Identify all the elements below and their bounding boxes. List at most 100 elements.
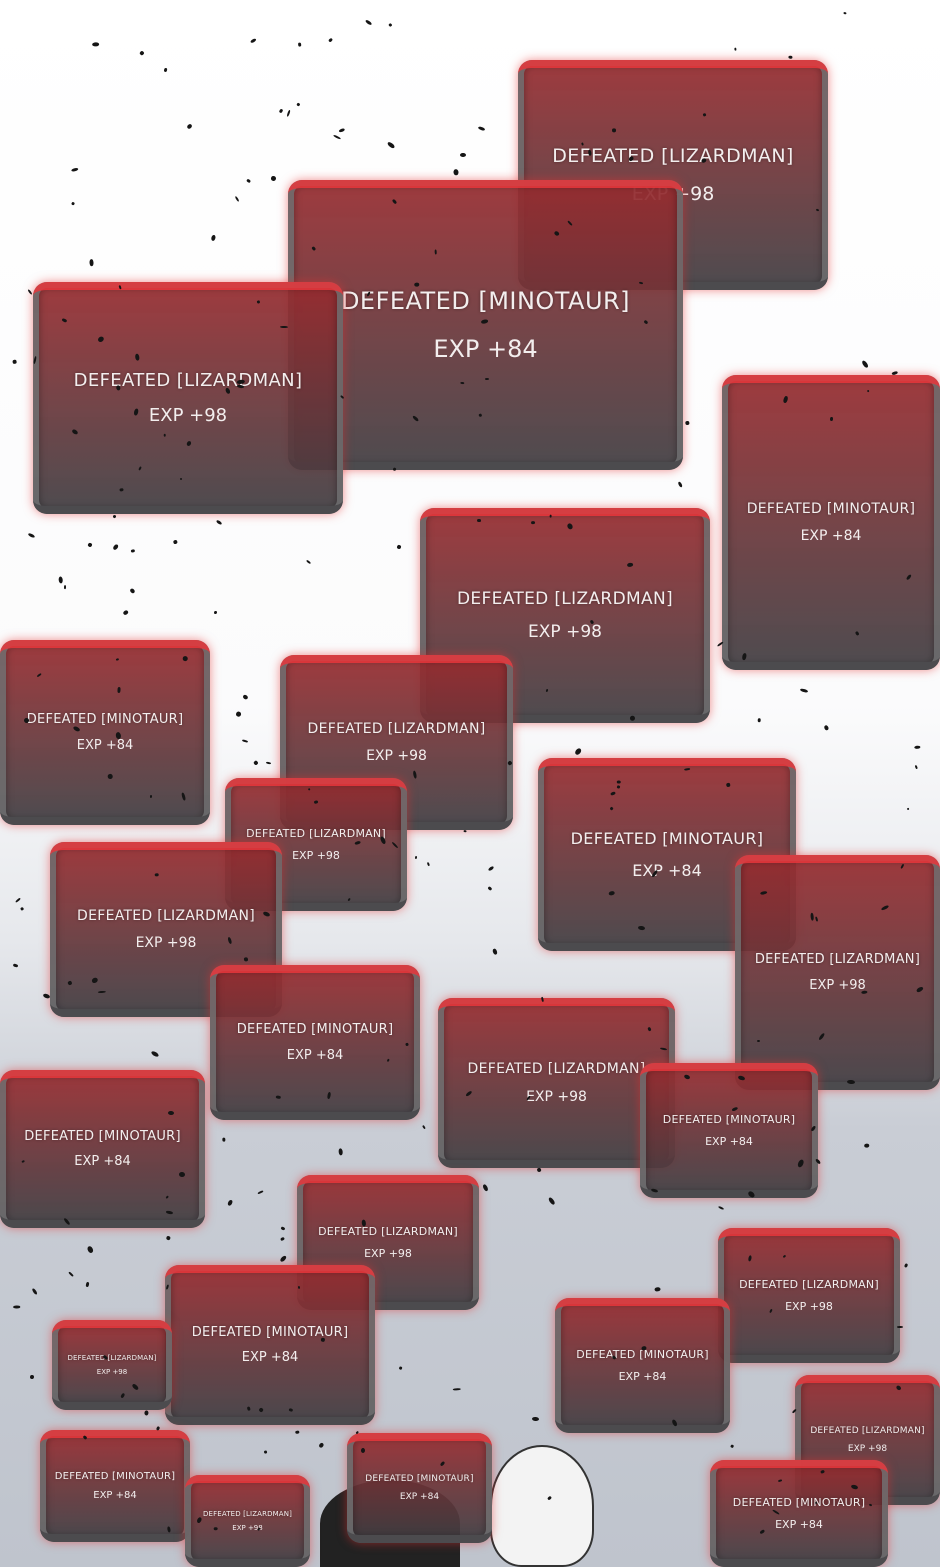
debris-speck — [222, 1137, 226, 1142]
debris-speck — [464, 830, 468, 833]
notification-title: DEFEATED [LIZARDMAN] — [73, 369, 303, 391]
debris-speck — [165, 1235, 171, 1241]
debris-speck — [209, 234, 216, 242]
debris-speck — [677, 480, 684, 488]
debris-speck — [112, 514, 117, 519]
debris-speck — [226, 1198, 234, 1207]
debris-speck — [460, 381, 465, 385]
debris-speck — [843, 11, 847, 15]
defeated-notification: DEFEATED [LIZARDMAN] EXP +98 — [52, 1320, 172, 1410]
debris-speck — [492, 947, 499, 956]
notification-title: DEFEATED [LIZARDMAN] — [77, 907, 255, 924]
debris-speck — [531, 520, 536, 525]
notification-title: DEFEATED [LIZARDMAN] — [467, 1061, 646, 1078]
debris-speck — [242, 694, 249, 701]
debris-speck — [574, 747, 583, 756]
defeated-notification: DEFEATED [MINOTAUR] EXP +84 — [40, 1430, 190, 1542]
debris-speck — [29, 1374, 34, 1380]
notification-exp: EXP +98 — [785, 1299, 833, 1313]
notification-exp: EXP +84 — [286, 1047, 344, 1063]
debris-speck — [297, 43, 302, 48]
notification-title: DEFEATED [MINOTAUR] — [576, 1348, 709, 1362]
notification-title: DEFEATED [LIZARDMAN] — [203, 1510, 292, 1519]
debris-speck — [482, 1183, 489, 1192]
defeated-notification: DEFEATED [MINOTAUR] EXP +84 — [0, 640, 210, 825]
debris-speck — [405, 1042, 409, 1046]
notification-exp: EXP +98 — [809, 977, 866, 993]
debris-speck — [587, 149, 592, 156]
debris-speck — [27, 532, 36, 538]
debris-speck — [487, 885, 492, 891]
debris-speck — [453, 169, 459, 177]
defeated-notification: DEFEATED [MINOTAUR] EXP +84 — [347, 1433, 492, 1543]
defeated-notification: DEFEATED [LIZARDMAN] EXP +98 — [718, 1228, 900, 1363]
notification-exp: EXP +84 — [241, 1350, 299, 1366]
debris-speck — [253, 760, 259, 766]
debris-speck — [278, 108, 283, 114]
debris-speck — [388, 22, 393, 27]
debris-speck — [63, 585, 67, 590]
debris-speck — [477, 126, 486, 132]
debris-speck — [823, 724, 830, 732]
defeated-notification: DEFEATED [MINOTAUR] EXP +84 — [0, 1070, 205, 1228]
debris-speck — [116, 686, 121, 693]
notification-title: DEFEATED [LIZARDMAN] — [318, 1225, 458, 1239]
debris-speck — [14, 897, 21, 904]
defeated-notification: DEFEATED [LIZARDMAN] EXP +98 — [33, 282, 343, 514]
debris-speck — [581, 142, 584, 146]
debris-speck — [186, 123, 194, 130]
debris-speck — [904, 1263, 909, 1269]
defeated-notification: DEFEATED [LIZARDMAN] EXP +98 — [297, 1175, 479, 1310]
debris-speck — [241, 739, 248, 744]
debris-speck — [914, 764, 919, 770]
debris-speck — [172, 539, 179, 545]
debris-speck — [12, 359, 18, 365]
debris-speck — [280, 1255, 288, 1263]
debris-speck — [734, 47, 737, 51]
debris-speck — [540, 997, 544, 1002]
debris-speck — [129, 587, 136, 595]
debris-speck — [655, 1286, 662, 1292]
debris-speck — [906, 807, 910, 811]
debris-speck — [422, 1125, 426, 1130]
debris-speck — [386, 140, 396, 149]
notification-exp: EXP +98 — [292, 848, 340, 862]
debris-speck — [122, 609, 130, 616]
notification-exp: EXP +84 — [800, 528, 862, 545]
debris-speck — [70, 201, 75, 207]
debris-speck — [235, 195, 241, 203]
debris-speck — [399, 1365, 403, 1370]
defeated-notification: DEFEATED [LIZARDMAN] EXP +98 — [50, 842, 282, 1018]
debris-speck — [548, 1196, 556, 1205]
debris-speck — [249, 38, 257, 45]
debris-speck — [787, 55, 793, 59]
debris-speck — [453, 1388, 462, 1391]
debris-speck — [338, 1147, 344, 1156]
notification-title: DEFEATED [MINOTAUR] — [746, 500, 916, 517]
debris-speck — [182, 655, 189, 661]
debris-speck — [800, 688, 809, 694]
notification-title: DEFEATED [MINOTAUR] — [365, 1474, 474, 1485]
debris-speck — [683, 767, 691, 771]
defeated-notification: DEFEATED [MINOTAUR] EXP +84 — [288, 180, 683, 471]
defeated-notification: DEFEATED [LIZARDMAN] EXP +98 — [438, 998, 675, 1169]
debris-speck — [112, 543, 119, 551]
debris-speck — [279, 1237, 285, 1242]
debris-speck — [415, 856, 418, 860]
debris-speck — [487, 865, 495, 872]
debris-speck — [914, 745, 921, 749]
debris-speck — [531, 1416, 539, 1422]
notification-exp: EXP +98 — [148, 405, 228, 427]
debris-speck — [270, 174, 278, 182]
debris-speck — [280, 1226, 286, 1231]
debris-speck — [31, 1287, 39, 1296]
debris-speck — [702, 112, 707, 117]
notification-title: DEFEATED [LIZARDMAN] — [307, 720, 486, 737]
defeated-notification: DEFEATED [MINOTAUR] EXP +84 — [710, 1460, 888, 1567]
debris-speck — [392, 466, 397, 471]
defeated-notification: DEFEATED [MINOTAUR] EXP +84 — [165, 1265, 375, 1425]
debris-speck — [864, 1143, 870, 1148]
debris-speck — [717, 1205, 725, 1211]
debris-speck — [215, 519, 223, 526]
